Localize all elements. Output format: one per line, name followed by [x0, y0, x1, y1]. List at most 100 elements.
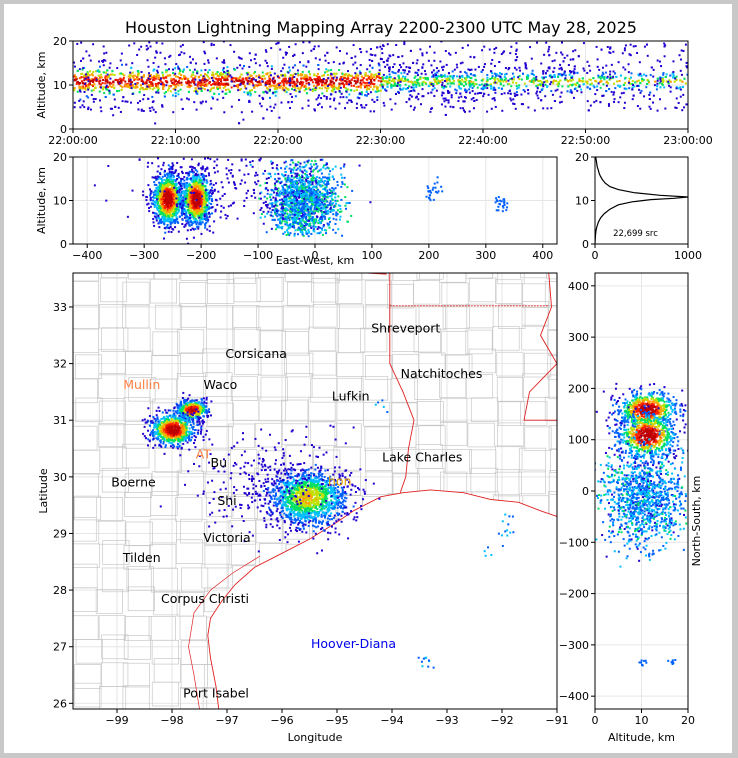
source-point	[87, 80, 90, 83]
source-point	[92, 78, 95, 81]
source-point	[434, 75, 437, 78]
source-point	[380, 83, 383, 86]
source-point	[190, 75, 193, 78]
source-point	[284, 51, 287, 54]
source-point	[624, 76, 627, 79]
source-point	[636, 85, 639, 88]
source-point	[169, 175, 172, 178]
source-point	[287, 80, 290, 83]
source-point	[599, 75, 602, 78]
source-point	[545, 41, 548, 44]
source-point	[216, 74, 219, 77]
source-point	[498, 72, 501, 75]
source-point	[627, 63, 630, 66]
source-point	[330, 77, 333, 80]
source-point	[327, 69, 330, 72]
source-point	[518, 84, 521, 87]
source-point	[573, 72, 576, 75]
source-point	[131, 92, 134, 95]
source-point	[266, 87, 269, 90]
source-point	[333, 82, 336, 85]
source-point	[173, 218, 176, 221]
source-point	[686, 73, 688, 76]
source-point	[191, 211, 194, 214]
source-point	[102, 71, 105, 74]
source-point	[226, 78, 229, 81]
source-point	[379, 57, 382, 60]
source-point	[169, 85, 172, 88]
source-point	[314, 89, 317, 92]
source-point	[171, 94, 174, 97]
source-point	[248, 91, 251, 94]
source-point	[109, 107, 112, 110]
source-point	[264, 77, 267, 80]
source-point	[349, 74, 352, 77]
source-point	[170, 231, 173, 234]
source-point	[299, 86, 302, 89]
source-point	[149, 83, 152, 86]
source-point	[468, 69, 471, 72]
source-point	[562, 73, 565, 76]
source-point	[141, 87, 144, 90]
source-point	[417, 69, 420, 72]
source-point	[205, 207, 208, 210]
source-point	[541, 87, 544, 90]
source-point	[546, 85, 549, 88]
source-point	[321, 79, 324, 82]
source-point	[168, 84, 171, 87]
source-point	[218, 77, 221, 80]
source-point	[171, 191, 174, 194]
source-point	[570, 84, 573, 87]
source-point	[589, 69, 592, 72]
source-point	[648, 93, 651, 96]
source-point	[183, 185, 186, 188]
source-point	[471, 90, 474, 93]
source-point	[546, 69, 549, 72]
source-point	[181, 43, 184, 46]
source-point	[161, 104, 164, 107]
source-point	[156, 201, 159, 204]
source-point	[196, 201, 199, 204]
source-point	[606, 76, 609, 79]
source-point	[234, 85, 237, 88]
source-point	[217, 83, 220, 86]
source-point	[215, 72, 218, 75]
source-point	[381, 79, 384, 82]
source-point	[377, 72, 380, 75]
source-point	[274, 85, 277, 88]
source-point	[84, 88, 87, 91]
source-point	[430, 83, 433, 86]
source-point	[130, 66, 133, 69]
source-point	[540, 99, 543, 102]
source-point	[399, 80, 402, 83]
source-point	[318, 76, 321, 79]
source-point	[171, 218, 174, 221]
source-point	[296, 80, 299, 83]
source-point	[540, 89, 543, 92]
source-point	[239, 76, 242, 79]
source-point	[602, 73, 605, 76]
source-point	[539, 80, 542, 83]
source-point	[145, 195, 148, 198]
source-point	[446, 75, 449, 78]
source-point	[270, 84, 273, 87]
source-point	[301, 70, 304, 73]
source-point	[437, 79, 440, 82]
source-point	[156, 202, 159, 205]
source-point	[356, 79, 359, 82]
source-point	[175, 63, 178, 66]
source-point	[205, 100, 208, 103]
source-point	[613, 91, 616, 94]
source-point	[475, 98, 478, 101]
source-point	[173, 214, 176, 217]
source-point	[73, 106, 76, 109]
source-point	[236, 86, 239, 89]
source-point	[82, 100, 85, 103]
source-point	[212, 231, 215, 234]
source-point	[112, 114, 115, 117]
source-point	[177, 194, 180, 197]
source-point	[463, 110, 466, 113]
source-point	[245, 79, 248, 82]
source-point	[557, 81, 560, 84]
source-point	[147, 184, 150, 187]
